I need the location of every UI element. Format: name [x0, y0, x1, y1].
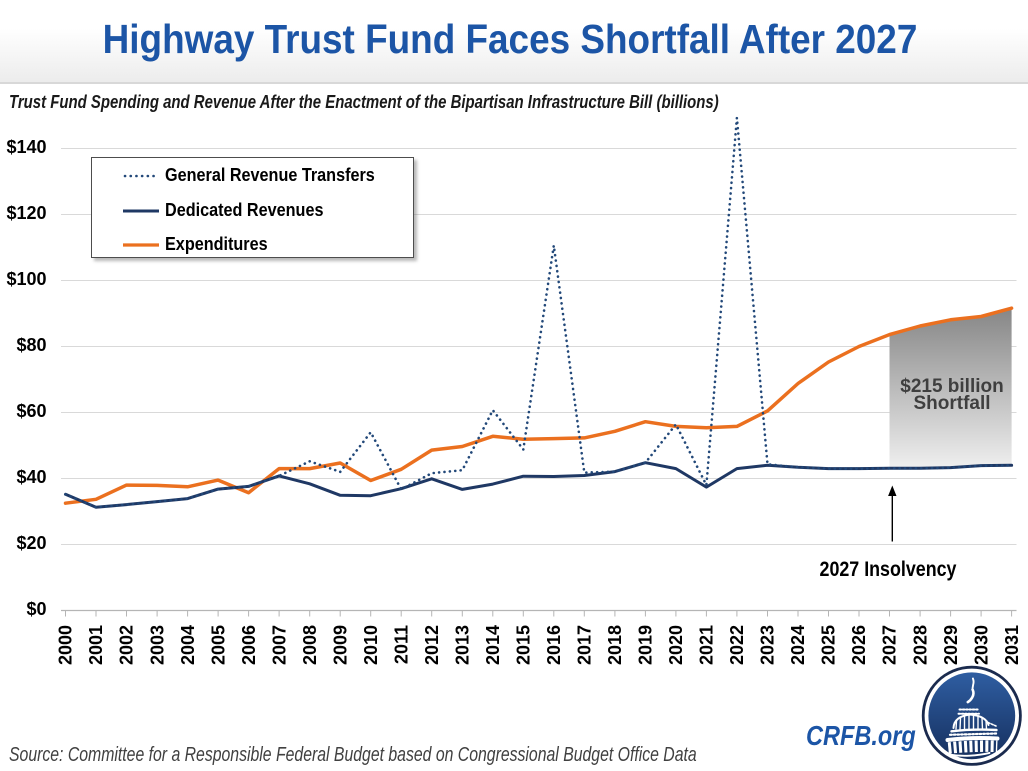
svg-text:2012: 2012: [422, 625, 442, 665]
svg-text:$60: $60: [16, 401, 46, 421]
svg-text:$20: $20: [16, 533, 46, 553]
svg-text:$100: $100: [6, 269, 46, 289]
svg-text:2016: 2016: [544, 625, 564, 665]
svg-text:2008: 2008: [300, 625, 320, 665]
svg-text:2009: 2009: [330, 625, 350, 665]
svg-text:$140: $140: [6, 137, 46, 157]
svg-text:2029: 2029: [941, 625, 961, 665]
svg-text:2017: 2017: [575, 625, 595, 665]
svg-text:2021: 2021: [697, 625, 717, 665]
svg-text:2003: 2003: [147, 625, 167, 665]
svg-text:$40: $40: [16, 467, 46, 487]
svg-text:2015: 2015: [514, 625, 534, 665]
svg-text:2022: 2022: [727, 625, 747, 665]
svg-text:2010: 2010: [361, 625, 381, 665]
svg-text:2001: 2001: [86, 625, 106, 665]
svg-text:2030: 2030: [971, 625, 991, 665]
svg-text:2025: 2025: [819, 625, 839, 665]
svg-text:2011: 2011: [391, 625, 411, 664]
svg-text:2000: 2000: [56, 625, 76, 665]
svg-text:2020: 2020: [666, 625, 686, 665]
svg-text:$120: $120: [6, 203, 46, 223]
svg-text:2006: 2006: [239, 625, 259, 665]
svg-text:2018: 2018: [605, 625, 625, 665]
svg-text:2031: 2031: [1002, 625, 1022, 665]
svg-text:2027: 2027: [880, 625, 900, 665]
svg-text:2007: 2007: [269, 625, 289, 665]
svg-text:2002: 2002: [117, 625, 137, 665]
svg-text:2024: 2024: [788, 625, 808, 665]
svg-text:2014: 2014: [483, 625, 503, 665]
svg-text:$0: $0: [26, 599, 46, 619]
svg-text:2019: 2019: [636, 625, 656, 665]
svg-text:2013: 2013: [453, 625, 473, 665]
svg-text:2004: 2004: [178, 625, 198, 665]
svg-text:2026: 2026: [849, 625, 869, 665]
svg-text:2023: 2023: [758, 625, 778, 665]
svg-text:$80: $80: [16, 335, 46, 355]
svg-text:2028: 2028: [910, 625, 930, 665]
svg-text:2005: 2005: [208, 625, 228, 665]
